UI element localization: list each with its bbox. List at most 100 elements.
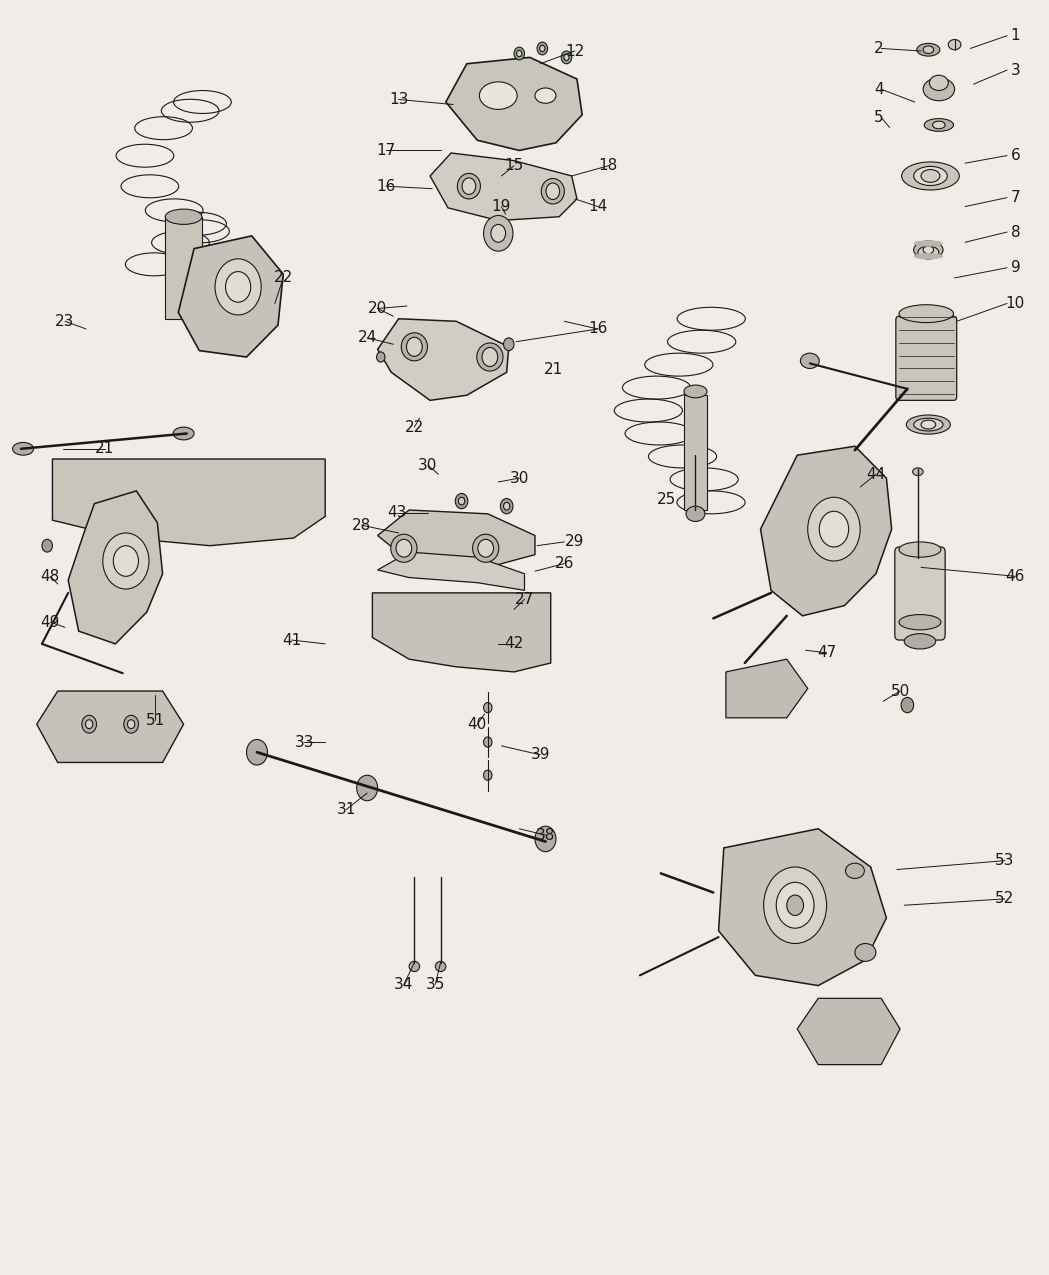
Bar <box>165 217 201 319</box>
Ellipse shape <box>914 254 943 260</box>
Ellipse shape <box>923 78 955 101</box>
Text: 7: 7 <box>1010 190 1021 205</box>
Text: 8: 8 <box>1010 224 1021 240</box>
Circle shape <box>808 497 860 561</box>
Ellipse shape <box>455 493 468 509</box>
Ellipse shape <box>165 209 201 224</box>
Ellipse shape <box>535 88 556 103</box>
Text: 16: 16 <box>588 321 607 337</box>
Ellipse shape <box>924 119 954 131</box>
Polygon shape <box>446 57 582 150</box>
Ellipse shape <box>541 179 564 204</box>
Text: 17: 17 <box>377 143 395 158</box>
Text: 25: 25 <box>657 492 676 507</box>
Circle shape <box>103 533 149 589</box>
Ellipse shape <box>407 338 422 357</box>
Text: 29: 29 <box>565 534 584 550</box>
Ellipse shape <box>13 442 34 455</box>
Text: 28: 28 <box>352 518 371 533</box>
Ellipse shape <box>401 333 428 361</box>
Circle shape <box>215 259 261 315</box>
Text: 22: 22 <box>274 270 293 286</box>
Polygon shape <box>761 446 892 616</box>
Text: 35: 35 <box>426 977 445 992</box>
Polygon shape <box>52 459 325 546</box>
Text: 21: 21 <box>544 362 563 377</box>
Text: 51: 51 <box>146 713 165 728</box>
FancyBboxPatch shape <box>895 547 945 640</box>
Text: 10: 10 <box>1006 296 1025 311</box>
Ellipse shape <box>913 468 923 476</box>
Ellipse shape <box>901 162 959 190</box>
Ellipse shape <box>517 50 521 56</box>
Text: 21: 21 <box>95 441 114 456</box>
Text: 18: 18 <box>599 158 618 173</box>
Polygon shape <box>378 319 509 400</box>
Ellipse shape <box>906 416 950 435</box>
Ellipse shape <box>929 75 948 91</box>
Text: 38: 38 <box>536 827 555 843</box>
Circle shape <box>226 272 251 302</box>
Text: 16: 16 <box>377 179 395 194</box>
Ellipse shape <box>855 944 876 961</box>
Text: 24: 24 <box>358 330 377 346</box>
Ellipse shape <box>85 719 92 728</box>
Circle shape <box>491 224 506 242</box>
Text: 5: 5 <box>874 110 884 125</box>
Ellipse shape <box>921 421 936 430</box>
Text: 46: 46 <box>1006 569 1025 584</box>
Polygon shape <box>430 153 577 221</box>
Ellipse shape <box>82 715 97 733</box>
Text: 3: 3 <box>1010 62 1021 78</box>
Text: 2: 2 <box>874 41 884 56</box>
Text: 9: 9 <box>1010 260 1021 275</box>
Circle shape <box>247 740 267 765</box>
Text: 52: 52 <box>996 891 1014 907</box>
Text: 30: 30 <box>510 470 529 486</box>
Circle shape <box>776 882 814 928</box>
Text: 30: 30 <box>419 458 437 473</box>
Ellipse shape <box>504 338 514 351</box>
Text: 42: 42 <box>505 636 523 652</box>
Ellipse shape <box>545 184 560 199</box>
Ellipse shape <box>484 737 492 747</box>
Text: 6: 6 <box>1010 148 1021 163</box>
Ellipse shape <box>537 42 548 55</box>
Ellipse shape <box>933 121 945 129</box>
Ellipse shape <box>484 770 492 780</box>
Circle shape <box>535 826 556 852</box>
Ellipse shape <box>397 539 411 557</box>
Text: 43: 43 <box>387 505 406 520</box>
Ellipse shape <box>462 179 475 195</box>
Text: 22: 22 <box>405 419 424 435</box>
Ellipse shape <box>458 497 465 505</box>
Text: 47: 47 <box>817 645 836 660</box>
Text: 27: 27 <box>515 592 534 607</box>
Text: 39: 39 <box>531 747 550 762</box>
Circle shape <box>357 775 378 801</box>
Text: 53: 53 <box>996 853 1014 868</box>
Polygon shape <box>178 236 283 357</box>
Polygon shape <box>68 491 163 644</box>
Ellipse shape <box>500 499 513 514</box>
Ellipse shape <box>901 697 914 713</box>
FancyBboxPatch shape <box>896 316 957 400</box>
Ellipse shape <box>914 418 943 431</box>
Text: 49: 49 <box>41 615 60 630</box>
Polygon shape <box>719 829 886 986</box>
Circle shape <box>484 215 513 251</box>
Bar <box>684 395 707 510</box>
Polygon shape <box>797 998 900 1065</box>
Ellipse shape <box>684 385 707 398</box>
Text: 19: 19 <box>492 199 511 214</box>
Ellipse shape <box>899 542 941 557</box>
Ellipse shape <box>479 82 517 110</box>
Ellipse shape <box>564 55 569 60</box>
Ellipse shape <box>899 615 941 630</box>
Ellipse shape <box>686 506 705 521</box>
Ellipse shape <box>42 539 52 552</box>
Polygon shape <box>372 593 551 672</box>
Ellipse shape <box>923 46 934 54</box>
Circle shape <box>819 511 849 547</box>
Circle shape <box>787 895 804 915</box>
